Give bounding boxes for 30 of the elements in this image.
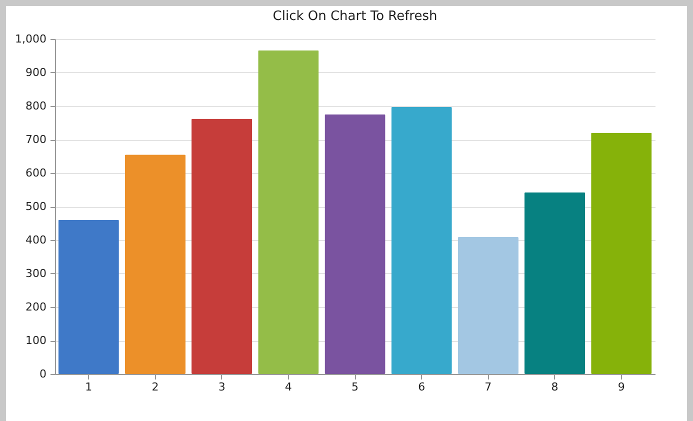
bar bbox=[458, 236, 518, 374]
bar bbox=[258, 50, 319, 374]
y-tick-label: 100 bbox=[26, 334, 46, 347]
x-tick-label: 4 bbox=[284, 380, 292, 394]
y-tick-label: 1,000 bbox=[15, 32, 46, 46]
y-tick-label: 0 bbox=[40, 368, 46, 380]
x-tick-label: 2 bbox=[152, 380, 159, 394]
y-tick-label: 800 bbox=[26, 100, 46, 112]
y-tick-label: 200 bbox=[26, 300, 46, 314]
chart-title: Click On Chart To Refresh bbox=[272, 9, 438, 24]
y-tick-label: 600 bbox=[26, 166, 46, 180]
y-tick-label: 300 bbox=[26, 267, 46, 280]
x-tick-label: 3 bbox=[218, 380, 226, 394]
x-tick-label: 7 bbox=[484, 380, 492, 394]
bar bbox=[391, 107, 452, 374]
x-tick-label: 8 bbox=[551, 380, 558, 394]
y-tick-label: 500 bbox=[26, 200, 46, 213]
y-tick-label: 700 bbox=[26, 133, 46, 146]
x-tick-label: 5 bbox=[352, 380, 358, 394]
x-tick-label: 6 bbox=[418, 380, 426, 394]
bar bbox=[192, 118, 252, 374]
bar bbox=[324, 114, 386, 374]
x-tick-label: 1 bbox=[85, 380, 92, 394]
y-tick-label: 400 bbox=[26, 234, 46, 246]
x-tick-label: 9 bbox=[618, 380, 625, 394]
bar bbox=[124, 154, 186, 374]
bar bbox=[524, 192, 586, 374]
bar bbox=[58, 220, 119, 374]
bar bbox=[591, 132, 652, 374]
y-tick-label: 900 bbox=[26, 66, 46, 79]
